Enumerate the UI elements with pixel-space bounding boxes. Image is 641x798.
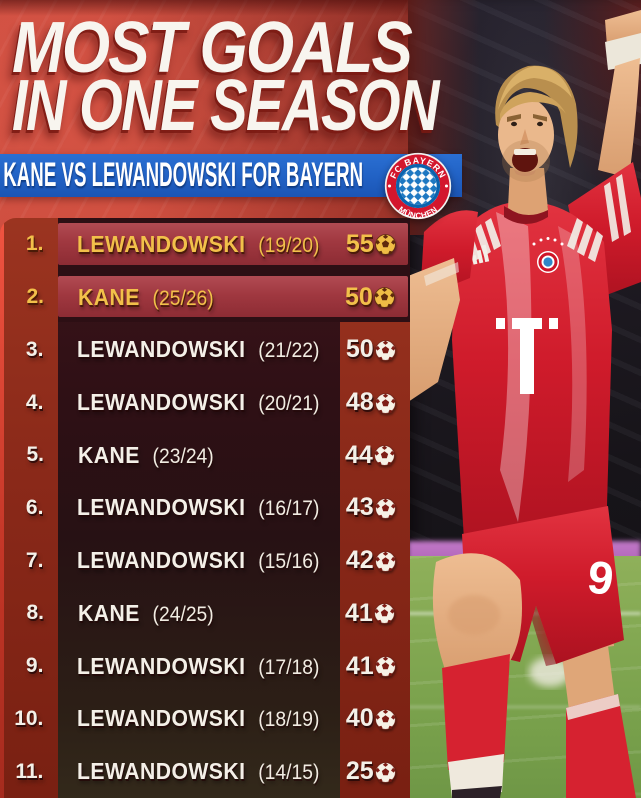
panel-edge-strip: [0, 218, 4, 798]
season-label: (14/15): [253, 761, 320, 785]
rank-label: 7.: [25, 548, 44, 572]
rank-label: 9.: [25, 654, 44, 678]
soccer-ball-icon: [374, 339, 396, 361]
rank-label: 4.: [25, 390, 44, 414]
table-row: 1. LEWANDOWSKI (19/20) 55: [0, 218, 410, 271]
player-name: KANE: [78, 599, 140, 626]
goals-value: 43: [345, 493, 374, 522]
bayern-crest-icon: FC BAYERN MÜNCHEN: [384, 152, 452, 220]
season-label: (15/16): [253, 550, 320, 574]
player-name: LEWANDOWSKI: [77, 758, 246, 785]
goals-value: 48: [345, 388, 374, 417]
jersey-number: 9: [585, 550, 617, 605]
player-name: LEWANDOWSKI: [77, 547, 246, 574]
soccer-ball-icon: [374, 709, 396, 730]
front-leg: [432, 553, 522, 798]
rank-label: 3.: [25, 337, 44, 361]
front-arm: [408, 210, 478, 402]
adidas-logo-icon: [471, 244, 490, 265]
table-row: 8. KANE (24/25) 41: [0, 587, 410, 640]
player-name: LEWANDOWSKI: [77, 389, 246, 416]
table-row: 4. LEWANDOWSKI (20/21) 48: [0, 376, 410, 429]
season-label: (24/25): [147, 602, 214, 626]
season-label: (17/18): [253, 655, 320, 679]
rank-column-bg: [4, 218, 58, 798]
table-row: 7. LEWANDOWSKI (15/16) 42: [0, 534, 410, 587]
player-name: LEWANDOWSKI: [77, 494, 246, 521]
player-name: LEWANDOWSKI: [77, 705, 246, 732]
rank-label: 5.: [26, 443, 44, 467]
ranking-table: 1. LEWANDOWSKI (19/20) 55 2. KANE (25/26…: [0, 218, 410, 798]
player-name: KANE: [78, 283, 140, 310]
soccer-ball-icon: [373, 445, 395, 467]
soccer-ball-icon: [374, 550, 396, 572]
player-name: KANE: [78, 441, 140, 468]
goals-value: 25: [345, 757, 374, 786]
season-label: (19/20): [253, 233, 320, 257]
goals-value: 44: [345, 440, 373, 469]
player-name: LEWANDOWSKI: [77, 336, 246, 363]
goals-value: 40: [345, 704, 374, 733]
goals-value: 41: [345, 598, 373, 627]
rank-label: 2.: [26, 285, 44, 309]
player-head: [495, 65, 578, 216]
table-row: 2. KANE (25/26) 50: [0, 271, 410, 324]
rank-label: 6.: [25, 495, 44, 519]
table-row: 3. LEWANDOWSKI (21/22) 50: [0, 323, 410, 376]
season-label: (25/26): [147, 286, 214, 310]
player-illustration: 9: [408, 10, 641, 798]
soccer-ball-icon: [374, 498, 396, 519]
season-label: (21/22): [253, 339, 320, 363]
season-label: (18/19): [253, 708, 320, 732]
bayern-chest-crest-icon: [532, 237, 564, 273]
player-name: LEWANDOWSKI: [77, 652, 246, 679]
goals-value: 42: [345, 546, 374, 575]
soccer-ball-icon: [374, 392, 396, 414]
shoulder-stripes-right: [567, 218, 603, 262]
rank-label: 11.: [15, 759, 44, 783]
subtitle-banner: KANE VS LEWANDOWSKI FOR BAYERN: [0, 154, 462, 197]
table-row: 10. LEWANDOWSKI (18/19) 40: [0, 692, 410, 745]
jersey: [452, 201, 612, 560]
page-title-line2: IN ONE SEASON: [12, 66, 440, 146]
soccer-ball-icon: [374, 234, 396, 256]
rank-label: 8.: [26, 601, 44, 625]
rank-label: 10.: [14, 706, 44, 730]
goals-value: 41: [345, 651, 374, 680]
season-label: (20/21): [253, 392, 320, 416]
page-title-line1: MOST GOALS: [12, 8, 413, 88]
goals-value: 55: [345, 229, 374, 258]
season-label: (23/24): [147, 444, 214, 468]
season-label: (16/17): [253, 497, 320, 521]
pitch-line: [408, 706, 641, 708]
ranking-panel: 1. LEWANDOWSKI (19/20) 55 2. KANE (25/26…: [0, 218, 410, 798]
goals-value: 50: [345, 335, 374, 364]
goals-value: 50: [345, 282, 373, 311]
subtitle-text: KANE VS LEWANDOWSKI FOR BAYERN: [3, 156, 364, 194]
soccer-ball-icon: [373, 603, 395, 625]
soccer-ball-icon: [374, 656, 396, 677]
player-name: LEWANDOWSKI: [77, 230, 246, 257]
player-photo: 9: [408, 0, 641, 798]
telekom-logo-icon: [496, 318, 558, 394]
soccer-ball-icon: [373, 287, 395, 308]
table-row: 5. KANE (23/24) 44: [0, 429, 410, 482]
soccer-ball-icon: [374, 761, 396, 783]
table-row: 11. LEWANDOWSKI (14/15) 25: [0, 745, 410, 798]
table-row: 6. LEWANDOWSKI (16/17) 43: [0, 482, 410, 535]
rank-label: 1.: [25, 232, 44, 256]
table-row: 9. LEWANDOWSKI (17/18) 41: [0, 640, 410, 693]
